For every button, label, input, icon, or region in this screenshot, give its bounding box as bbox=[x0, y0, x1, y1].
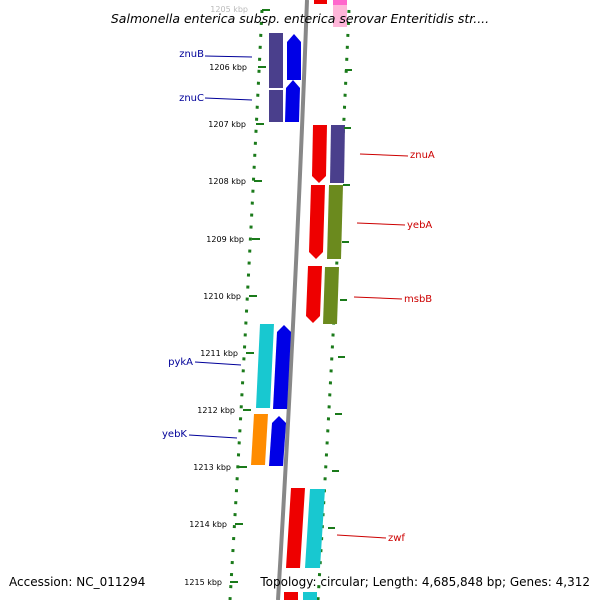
gene-label-znuC: znuC bbox=[179, 93, 204, 104]
gene-blocks bbox=[251, 33, 345, 600]
tick-marks bbox=[230, 9, 270, 583]
gene-block-znuC-cog bbox=[269, 90, 283, 122]
partial-gene-bottom-cyan bbox=[303, 592, 317, 600]
rings bbox=[228, 0, 351, 600]
tick-label: 1209 kbp bbox=[206, 235, 244, 244]
gene-block-zwf bbox=[286, 488, 305, 568]
leader-line-znuB bbox=[204, 55, 253, 58]
gene-label-zwf: zwf bbox=[388, 533, 405, 544]
leader-line-zwf bbox=[336, 534, 387, 539]
leader-line-msbB bbox=[353, 296, 403, 300]
inner-dotted-ring bbox=[228, 9, 264, 600]
tick-label: 1208 kbp bbox=[208, 177, 246, 186]
gene-block-yebA bbox=[309, 185, 325, 259]
gene-label-znuB: znuB bbox=[179, 49, 204, 60]
tick-labels: 1205 kbp 1206 kbp 1207 kbp 1208 kbp 1209… bbox=[184, 5, 248, 587]
gene-block-msbB-cog bbox=[323, 267, 339, 324]
gene-block-znuA bbox=[312, 125, 327, 183]
tick-label: 1210 kbp bbox=[203, 292, 241, 301]
tick-label: 1213 kbp bbox=[193, 463, 231, 472]
gene-label-znuA: znuA bbox=[410, 150, 435, 161]
gene-block-yebA-cog bbox=[327, 185, 343, 259]
tick-label: 1205 kbp bbox=[210, 5, 248, 14]
genome-backbone bbox=[276, 0, 309, 600]
leader-line-yebA bbox=[356, 222, 406, 226]
tick-label: 1207 kbp bbox=[208, 120, 246, 129]
tick-label: 1214 kbp bbox=[189, 520, 227, 529]
gene-block-yebK bbox=[269, 416, 286, 466]
gene-block-yebK-cog bbox=[251, 414, 268, 465]
partial-gene-bottom-red bbox=[284, 592, 298, 600]
gene-block-msbB bbox=[306, 266, 322, 323]
accession-label: Accession: NC_011294 bbox=[9, 575, 145, 589]
gene-label-yebK: yebK bbox=[162, 429, 187, 440]
gene-label-msbB: msbB bbox=[404, 294, 432, 305]
top-features bbox=[314, 0, 347, 27]
map-title: Salmonella enterica subsp. enterica sero… bbox=[111, 11, 489, 26]
partial-gene-pink bbox=[333, 0, 347, 27]
topology-label: Topology: circular; Length: 4,685,848 bp… bbox=[259, 575, 590, 589]
gene-block-pykA bbox=[273, 325, 291, 409]
tick-label: 1211 kbp bbox=[200, 349, 238, 358]
leader-line-znuC bbox=[204, 97, 253, 101]
leader-line-znuA bbox=[359, 153, 409, 157]
gene-labels: znuB znuC znuA yebA msbB pykA yebK zwf bbox=[162, 49, 435, 544]
gene-block-znuA-cog bbox=[330, 125, 345, 183]
gene-block-znuB bbox=[287, 34, 301, 80]
gene-block-zwf-cog bbox=[305, 489, 325, 568]
tick-label: 1215 kbp bbox=[184, 578, 222, 587]
leader-line-yebK bbox=[188, 434, 238, 439]
partial-gene-red bbox=[314, 0, 327, 4]
gene-block-pykA-cog bbox=[256, 324, 274, 408]
gene-label-pykA: pykA bbox=[168, 357, 193, 368]
gene-label-yebA: yebA bbox=[407, 220, 432, 231]
outer-tick-marks bbox=[328, 69, 352, 529]
gene-block-znuC bbox=[285, 80, 300, 122]
tick-label: 1206 kbp bbox=[209, 63, 247, 72]
tick-label: 1212 kbp bbox=[197, 406, 235, 415]
partial-gene-pink-strong bbox=[333, 0, 347, 5]
gene-block-znuB-cog bbox=[269, 33, 283, 88]
leader-line-pykA bbox=[194, 361, 242, 366]
